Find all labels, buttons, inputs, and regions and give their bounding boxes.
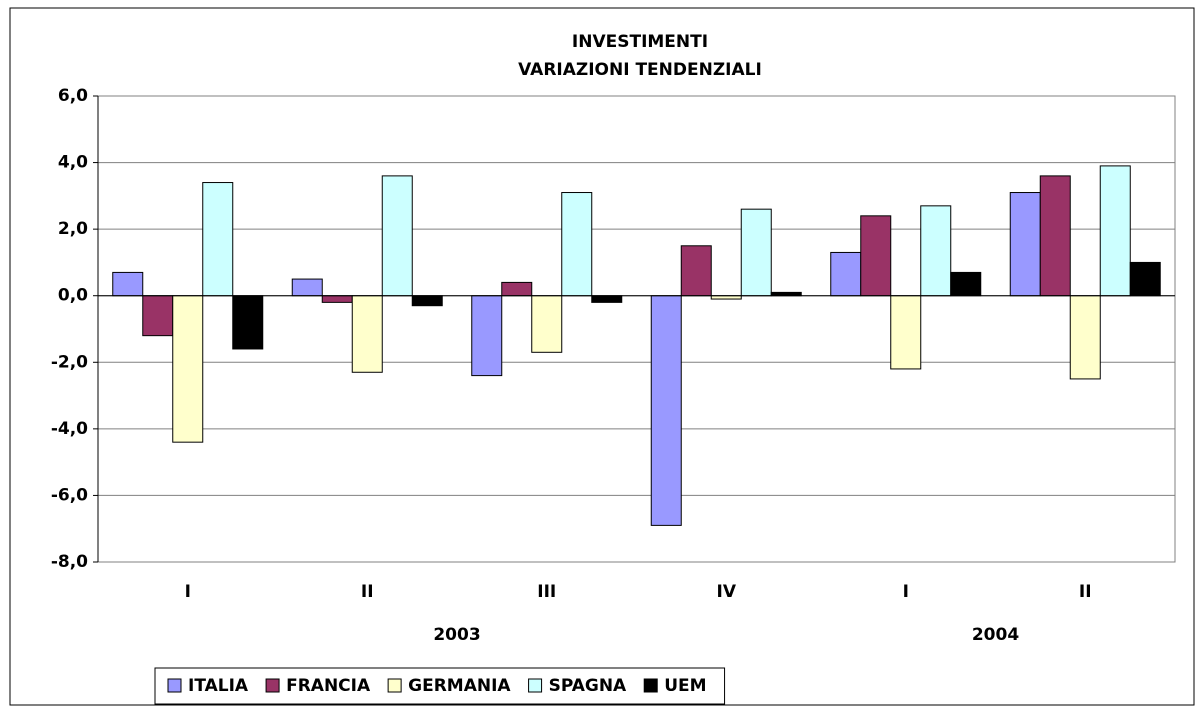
bar — [411, 295, 443, 307]
y-tick-label: -4,0 — [51, 419, 88, 439]
bar — [202, 182, 234, 297]
bar — [351, 295, 383, 373]
x-tick-label: II — [361, 582, 374, 602]
legend-label: FRANCIA — [286, 676, 371, 696]
bar — [920, 205, 952, 297]
bar — [381, 175, 413, 297]
bar — [471, 295, 503, 377]
bar — [531, 295, 563, 353]
chart-subtitle: VARIAZIONI TENDENZIALI — [518, 60, 762, 80]
bar — [650, 295, 682, 526]
plot-area — [97, 95, 1176, 563]
bar — [1099, 165, 1131, 297]
bar — [890, 295, 922, 370]
y-tick-label: 6,0 — [58, 86, 88, 106]
bar — [142, 295, 174, 337]
bar — [501, 281, 533, 297]
bar — [172, 295, 204, 443]
group-label: 2003 — [433, 625, 480, 645]
bar — [860, 215, 892, 297]
chart-title: INVESTIMENTI — [572, 32, 708, 52]
legend-swatch — [167, 678, 182, 693]
bar — [680, 245, 712, 297]
y-tick-label: 4,0 — [58, 153, 88, 173]
bar — [561, 192, 593, 297]
y-tick-label: -8,0 — [51, 552, 88, 572]
x-tick-label: IV — [717, 582, 737, 602]
legend-label: UEM — [664, 676, 706, 696]
bar — [321, 295, 353, 303]
bar — [1009, 192, 1041, 297]
bar — [830, 251, 862, 297]
y-tick-label: -6,0 — [51, 485, 88, 505]
legend-label: SPAGNA — [549, 676, 627, 696]
bar — [232, 295, 264, 350]
bar — [740, 208, 772, 297]
x-tick-label: III — [537, 582, 556, 602]
x-tick-label: I — [185, 582, 191, 602]
bar — [1069, 295, 1101, 380]
legend-swatch — [387, 678, 402, 693]
bar — [950, 271, 982, 297]
bar — [591, 295, 623, 303]
legend-swatch — [528, 678, 543, 693]
legend-label: GERMANIA — [408, 676, 511, 696]
legend-swatch — [643, 678, 658, 693]
bar — [112, 271, 144, 297]
y-tick-label: 2,0 — [58, 219, 88, 239]
y-tick-label: -2,0 — [51, 352, 88, 372]
group-label: 2004 — [972, 625, 1019, 645]
bar — [1129, 261, 1161, 297]
legend-swatch — [265, 678, 280, 693]
legend — [154, 667, 726, 705]
x-tick-label: II — [1079, 582, 1092, 602]
bar — [291, 278, 323, 297]
y-tick-label: 0,0 — [58, 286, 88, 306]
bar — [1039, 175, 1071, 297]
x-tick-label: I — [903, 582, 909, 602]
legend-label: ITALIA — [188, 676, 249, 696]
